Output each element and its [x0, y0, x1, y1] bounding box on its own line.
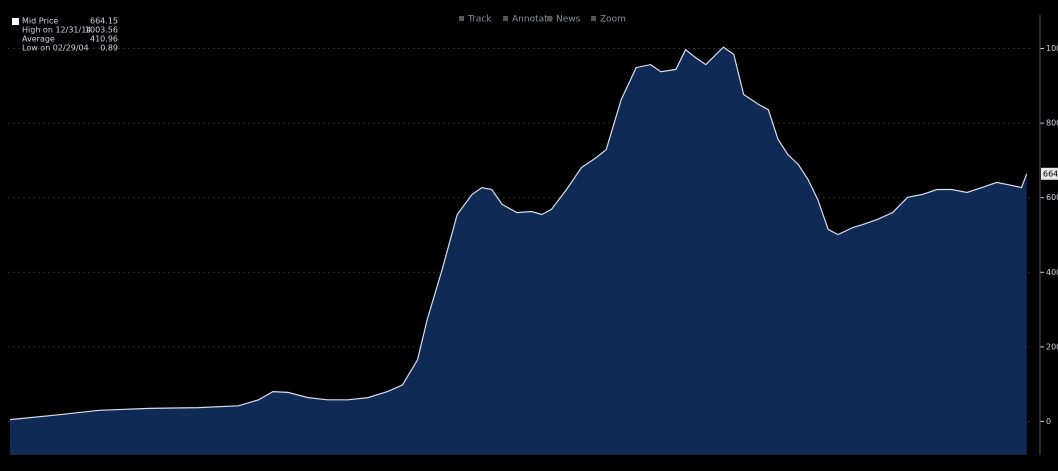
- toolbar-button[interactable]: Annotate: [512, 15, 554, 25]
- legend-value: 410.96: [90, 35, 118, 44]
- y-tick-label: 800: [1046, 119, 1058, 128]
- y-tick-label: 400: [1046, 268, 1058, 277]
- toolbar-icon: [547, 16, 552, 21]
- toolbar-icon: [503, 16, 508, 21]
- legend-value: 0.89: [100, 44, 118, 53]
- toolbar-button[interactable]: Zoom: [600, 15, 626, 25]
- price-tag: 664: [1043, 169, 1058, 178]
- y-tick-label: 600: [1046, 193, 1058, 202]
- toolbar-button[interactable]: News: [556, 15, 581, 25]
- legend-value: 1003.56: [85, 26, 118, 35]
- legend-swatch: [12, 18, 19, 25]
- y-tick-label: 200: [1046, 342, 1058, 351]
- toolbar-icon: [459, 16, 464, 21]
- price-line: [9, 46, 1028, 421]
- toolbar-icon: [591, 16, 596, 21]
- legend-label: High on 12/31/14: [22, 26, 91, 35]
- legend-label: Mid Price: [22, 17, 58, 26]
- y-tick-label: 0: [1046, 417, 1051, 426]
- y-tick-label: 1000: [1046, 44, 1058, 53]
- toolbar-button[interactable]: Track: [467, 15, 492, 25]
- legend-label: Average: [22, 35, 55, 44]
- legend-value: 664.15: [90, 17, 118, 26]
- area-fill: [9, 47, 1027, 455]
- price-tag-box: [1041, 167, 1058, 180]
- legend-label: Low on 02/29/04: [22, 44, 89, 53]
